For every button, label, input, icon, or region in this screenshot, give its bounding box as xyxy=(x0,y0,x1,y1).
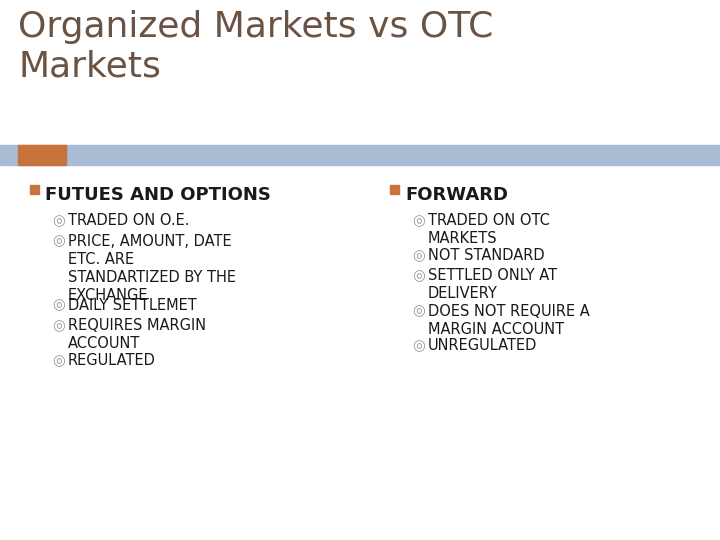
Text: FORWARD: FORWARD xyxy=(405,186,508,204)
Text: TRADED ON OTC
MARKETS: TRADED ON OTC MARKETS xyxy=(428,213,550,246)
Text: FUTUES AND OPTIONS: FUTUES AND OPTIONS xyxy=(45,186,271,204)
Bar xyxy=(390,185,399,194)
Text: ◎: ◎ xyxy=(412,213,425,228)
Text: DOES NOT REQUIRE A
MARGIN ACCOUNT: DOES NOT REQUIRE A MARGIN ACCOUNT xyxy=(428,303,590,336)
Text: ◎: ◎ xyxy=(412,339,425,354)
Text: Organized Markets vs OTC
Markets: Organized Markets vs OTC Markets xyxy=(18,10,493,83)
Text: ◎: ◎ xyxy=(412,268,425,284)
Text: UNREGULATED: UNREGULATED xyxy=(428,339,537,354)
Text: REQUIRES MARGIN
ACCOUNT: REQUIRES MARGIN ACCOUNT xyxy=(68,318,206,351)
Text: PRICE, AMOUNT, DATE
ETC. ARE
STANDARTIZED BY THE
EXCHANGE: PRICE, AMOUNT, DATE ETC. ARE STANDARTIZE… xyxy=(68,233,236,302)
Bar xyxy=(18,145,66,165)
Text: ◎: ◎ xyxy=(412,303,425,319)
Text: NOT STANDARD: NOT STANDARD xyxy=(428,248,544,263)
Text: SETTLED ONLY AT
DELIVERY: SETTLED ONLY AT DELIVERY xyxy=(428,268,557,301)
Text: ◎: ◎ xyxy=(52,353,65,368)
Text: ◎: ◎ xyxy=(52,298,65,313)
Text: ◎: ◎ xyxy=(52,233,65,248)
Text: ◎: ◎ xyxy=(52,318,65,333)
Bar xyxy=(0,145,720,165)
Text: REGULATED: REGULATED xyxy=(68,353,156,368)
Bar xyxy=(30,185,39,194)
Text: ◎: ◎ xyxy=(412,248,425,263)
Text: DAILY SETTLEMET: DAILY SETTLEMET xyxy=(68,298,197,313)
Text: TRADED ON O.E.: TRADED ON O.E. xyxy=(68,213,189,228)
Text: ◎: ◎ xyxy=(52,213,65,228)
